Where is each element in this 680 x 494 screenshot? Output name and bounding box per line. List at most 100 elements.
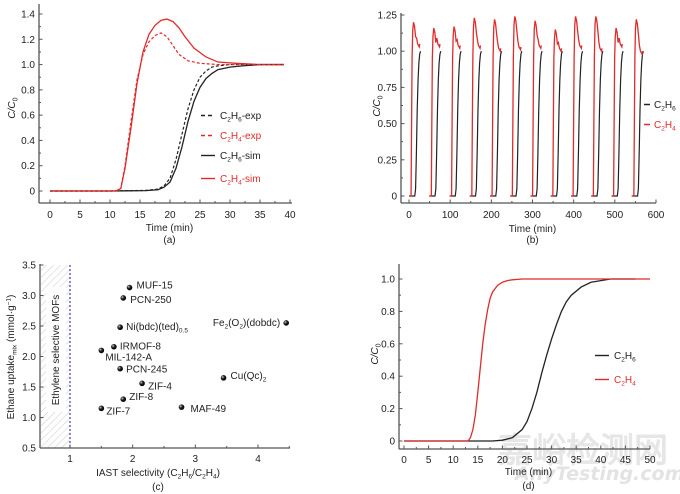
point-label: Fe2(O2)(dobdc) <box>213 318 280 331</box>
legend-c2h4-exp-label: C2H4-exp <box>220 131 262 144</box>
y-axis-title: C/C0 <box>372 95 385 116</box>
legend-text-part: H <box>625 351 632 362</box>
panel-caption: (c) <box>152 482 164 493</box>
c2h6-cycle-line <box>571 51 584 197</box>
x-tick-label: 300 <box>524 210 541 221</box>
label-part: MIL-142-A <box>105 352 152 363</box>
x-tick-label: 35 <box>254 210 266 221</box>
x-tick-label: 15 <box>472 455 484 466</box>
label-sub: 2 <box>263 376 267 383</box>
panel-c-selectivity-scatter: Ethylene selective MOFs 1 2 3 4 0.5 1.0 1.5 2.0 2… <box>6 261 290 493</box>
y-title-close: ) <box>6 295 17 298</box>
legend-sub: 2 <box>661 106 665 113</box>
legend-sub: 2 <box>621 357 625 364</box>
label-sub: 0.5 <box>179 328 188 335</box>
x-tick-label: 200 <box>483 210 500 221</box>
label-part: ZIF-8 <box>129 392 153 403</box>
y-tick-label: 0.50 <box>378 119 398 130</box>
legend-sub: 2 <box>227 180 231 187</box>
point-label: Ni(bdc)(ted)0.5 <box>126 322 188 335</box>
point-label: ZIF-7 <box>106 406 130 417</box>
x-tick-label: 30 <box>224 210 236 221</box>
point-label: ZIF-4 <box>148 381 172 392</box>
ethylene-selective-label: Ethylene selective MOFs <box>51 295 62 406</box>
series-line-c2h4 <box>404 278 650 442</box>
legend-sub: 4 <box>672 126 676 133</box>
x-title-part: H <box>181 468 188 479</box>
x-tick-label: 30 <box>546 455 558 466</box>
legend-sub: 2 <box>621 381 625 388</box>
x-tick-label: 5 <box>426 455 432 466</box>
y-tick-label: 0.6 <box>21 111 35 122</box>
c2h4-cycle-line <box>611 27 623 197</box>
y-tick-label: 0.2 <box>381 404 395 415</box>
series-line-c2h4-exp <box>50 32 284 192</box>
c2h4-cycle-line <box>429 27 441 197</box>
legend-c2h6-exp-label: C2H6-exp <box>220 111 262 124</box>
point-label: PCN-245 <box>126 365 168 376</box>
legend-sub: 6 <box>672 106 676 113</box>
x-title-part: ) <box>217 468 220 479</box>
legend-text-part: C <box>220 111 227 122</box>
c2h4-cycle-line <box>510 16 522 197</box>
label-sub: 2 <box>225 323 229 330</box>
c2h6-cycle-line <box>550 51 563 197</box>
legend-c2h6-sim-label: C2H6-sim <box>220 151 261 164</box>
x-tick-label: 25 <box>521 455 533 466</box>
c2h4-cycle-line <box>490 19 502 197</box>
label-part: MUF-15 <box>137 281 174 292</box>
x-tick-label: 15 <box>134 210 146 221</box>
legend-sub: 4 <box>238 137 242 144</box>
c2h6-cycle-line <box>469 51 482 197</box>
y-tick-label: 1.0 <box>22 413 36 424</box>
legend-c2h4-label: C2H4 <box>614 375 636 388</box>
y-tick-label: 0 <box>389 437 395 448</box>
legend-c2h4-label: C2H4 <box>654 120 676 133</box>
c2h6-cycle-line <box>591 51 604 197</box>
x-title-part: 4 <box>213 474 217 481</box>
point-label: MIL-142-A <box>105 352 152 363</box>
x-title-part: IAST selectivity (C <box>96 468 178 479</box>
x-tick-label: 0 <box>406 210 412 221</box>
x-tick-label: 45 <box>620 455 632 466</box>
legend-text-part: C <box>654 120 661 131</box>
x-tick-label: 20 <box>497 455 509 466</box>
c2h6-cycle-line <box>510 51 523 197</box>
c2h4-cycle-line <box>449 26 461 197</box>
legend-c2h4-sim-label: C2H4-sim <box>220 174 261 187</box>
x-tick-label: 1 <box>67 454 73 465</box>
series-line-c2h6-exp <box>50 63 284 192</box>
y-tick-label: 1.2 <box>21 35 35 46</box>
y-tick-label: 0.4 <box>21 136 35 147</box>
point-label: Cu(Qc)2 <box>231 371 267 384</box>
x-tick-label: 25 <box>194 210 206 221</box>
x-title-part: H <box>206 468 213 479</box>
c2h4-cycle-line <box>409 22 421 197</box>
y-tick-label: 1.00 <box>378 47 398 58</box>
x-axis-title: Time (min) <box>505 467 552 478</box>
x-tick-label: 500 <box>606 210 623 221</box>
c2h4-cycle-line <box>631 19 644 197</box>
panel-caption: (a) <box>163 235 175 246</box>
y-tick-label: 0.8 <box>381 307 395 318</box>
x-tick-label: 35 <box>571 455 583 466</box>
point-label: ZIF-8 <box>129 392 153 403</box>
c2h6-cycle-line <box>631 51 644 197</box>
legend-c2h6-label: C2H6 <box>654 100 676 113</box>
label-part: )(dobdc) <box>243 318 280 329</box>
y-tick-label: 0 <box>391 192 397 203</box>
y-tick-label: 0.75 <box>378 83 398 94</box>
x-tick-label: 5 <box>77 210 83 221</box>
x-tick-label: 100 <box>442 210 459 221</box>
legend-text-part: H <box>665 100 672 111</box>
data-point-mil-142-a <box>98 347 105 354</box>
point-label: MAF-49 <box>191 404 227 415</box>
x-title-part: 6 <box>188 474 192 481</box>
c2h6-cycle-line <box>409 51 422 197</box>
x-tick-label: 4 <box>255 454 261 465</box>
x-tick-label: 40 <box>284 210 296 221</box>
y-title-sub: 0 <box>13 97 20 101</box>
label-part: Fe <box>213 318 225 329</box>
c2h6-cycle-line <box>530 51 543 197</box>
data-point-irmof-8 <box>111 343 117 350</box>
